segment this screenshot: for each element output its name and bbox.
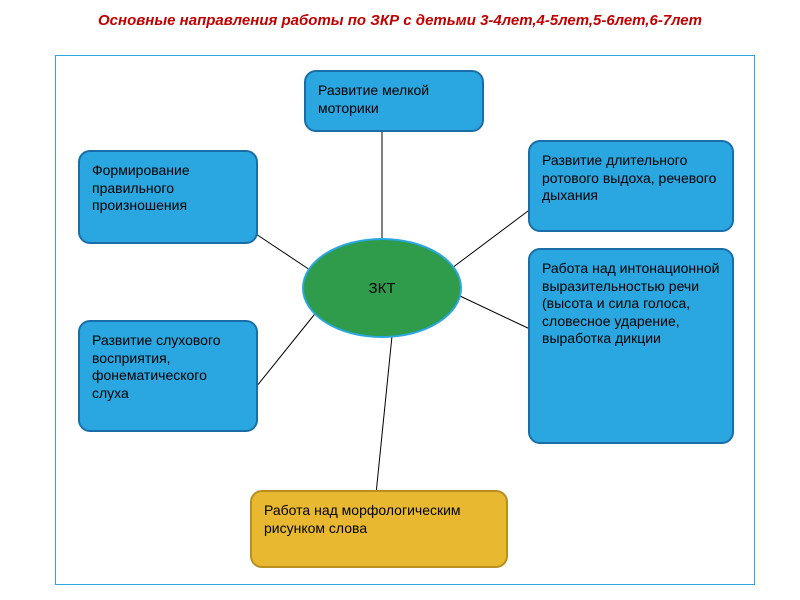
box-morphology: Работа над морфологическим рисунком слов… <box>250 490 508 568</box>
page-title: Основные направления работы по ЗКР с дет… <box>0 12 800 29</box>
box-pronunciation: Формирование правильного произношения <box>78 150 258 244</box>
box-hearing: Развитие слухового восприятия, фонематич… <box>78 320 258 432</box>
center-node: ЗКТ <box>302 238 462 338</box>
center-label: ЗКТ <box>369 280 396 297</box>
box-intonation: Работа над интонационной выразительность… <box>528 248 734 444</box>
box-breathing: Развитие длительного ротового выдоха, ре… <box>528 140 734 232</box>
box-motor: Развитие мелкой моторики <box>304 70 484 132</box>
